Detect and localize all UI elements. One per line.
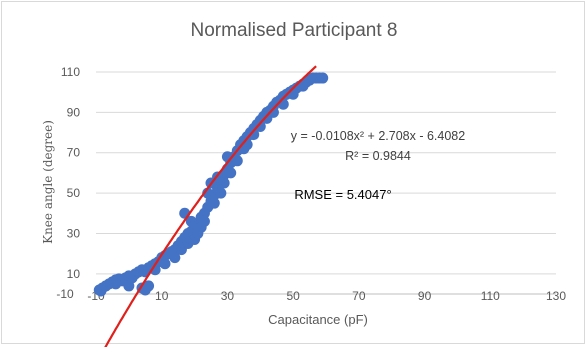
data-point [160, 258, 171, 269]
data-point [317, 73, 328, 84]
data-point [215, 188, 226, 199]
data-point [278, 99, 289, 110]
x-tick-label: 130 [546, 289, 566, 303]
y-tick-label: 30 [67, 226, 81, 240]
x-tick-label: 30 [221, 289, 235, 303]
y-tick-label: 70 [67, 146, 81, 160]
x-axis-ticks: -10 10 30 50 70 90 110 130 [87, 289, 566, 303]
trendline-equation: y = -0.0108x² + 2.708x - 6.4082 [291, 129, 465, 143]
data-point [288, 89, 299, 100]
data-point [225, 167, 236, 178]
data-point [209, 198, 220, 209]
y-tick-label: 50 [67, 186, 81, 200]
data-point [199, 216, 210, 227]
x-tick-label: 90 [418, 289, 432, 303]
x-tick-label: 10 [155, 289, 169, 303]
y-axis-label: Knee angle (degree) [41, 120, 55, 244]
gridlines [96, 72, 556, 274]
data-point [123, 280, 134, 291]
data-point [232, 155, 243, 166]
data-point [183, 238, 194, 249]
x-tick-label: 110 [481, 289, 500, 303]
y-axis-ticks: 10 30 50 70 90 110 [61, 65, 80, 281]
data-point [110, 278, 121, 289]
y-tick-label: 10 [67, 267, 81, 281]
rmse-label: RMSE = 5.4047° [294, 187, 391, 202]
stray-tick-label: -10 [56, 287, 74, 301]
y-tick-label: 110 [61, 65, 80, 79]
x-tick-label: 70 [352, 289, 366, 303]
data-point [219, 178, 230, 189]
r-squared-label: R² = 0.9844 [345, 149, 411, 163]
x-tick-label: 50 [286, 289, 300, 303]
x-axis-label: Capacitance (pF) [268, 312, 368, 327]
y-tick-label: 90 [67, 105, 81, 119]
